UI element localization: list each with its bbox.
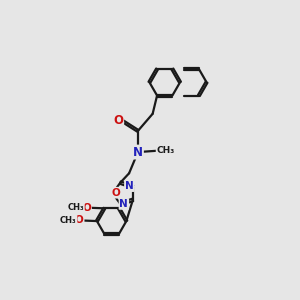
Text: N: N xyxy=(133,146,143,159)
Text: N: N xyxy=(119,199,128,209)
Text: CH₃: CH₃ xyxy=(157,146,175,155)
Text: CH₃: CH₃ xyxy=(68,203,84,212)
Text: N: N xyxy=(125,181,134,191)
Text: O: O xyxy=(75,215,84,226)
Text: O: O xyxy=(113,114,123,127)
Text: O: O xyxy=(82,203,91,213)
Text: CH₃: CH₃ xyxy=(60,216,77,225)
Text: O: O xyxy=(112,188,121,198)
